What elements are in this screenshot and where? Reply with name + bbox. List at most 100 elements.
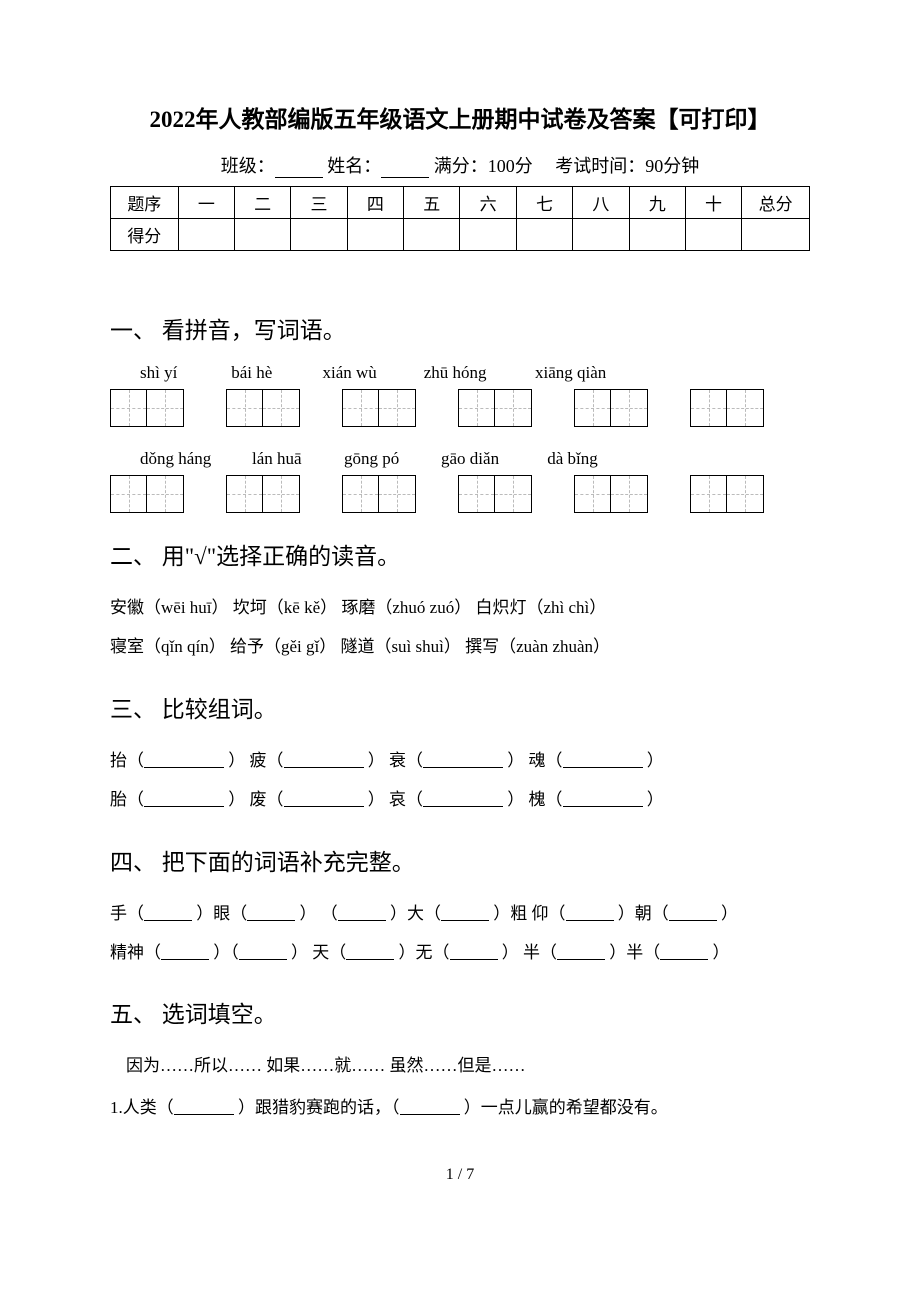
t: ）朝（ [618,904,669,923]
score-total-cell[interactable] [742,219,810,251]
fill-blank[interactable] [423,791,503,807]
doc-title: 2022年人教部编版五年级语文上册期中试卷及答案【可打印】 [110,100,810,134]
sec2-line1: 安徽（wēi huī） 坎坷（kē kě） 琢磨（zhuó zuó） 白炽灯（z… [110,589,810,626]
pinyin: xiāng qiàn [535,363,635,383]
score-cell[interactable] [404,219,460,251]
t: ） [647,790,664,809]
score-cell[interactable] [235,219,291,251]
tianzige[interactable] [690,389,764,427]
pinyin: dǒng háng [140,449,235,469]
t: ） 衰（ [368,751,423,770]
t: 抬（ [110,751,144,770]
fill-blank[interactable] [284,752,364,768]
tianzige[interactable] [574,389,648,427]
fill-blank[interactable] [161,944,209,960]
tianzige[interactable] [458,389,532,427]
t: ） [713,943,730,962]
fill-blank[interactable] [346,944,394,960]
sec4-line1: 手（ ）眼（ ） （ ）大（ ）粗 仰（ ）朝（ ） [110,895,810,932]
col-1: 一 [178,187,234,219]
fill-blank[interactable] [423,752,503,768]
pinyin-row-1: shì yí bái hè xián wù zhū hóng xiāng qià… [140,363,810,383]
pinyin: gāo diǎn [441,449,526,469]
score-cell[interactable] [291,219,347,251]
score-cell[interactable] [460,219,516,251]
sec5-q1: 1.人类（ ）跟猎豹赛跑的话，（ ）一点儿赢的希望都没有。 [110,1089,810,1126]
score-cell[interactable] [573,219,629,251]
pinyin: shì yí [140,363,210,383]
name-label: 姓名： [327,156,381,176]
pinyin: xián wù [323,363,403,383]
fill-blank[interactable] [566,905,614,921]
tianzige[interactable] [574,475,648,513]
t: 手（ [110,904,144,923]
fill-blank[interactable] [239,944,287,960]
fill-blank[interactable] [557,944,605,960]
tianzige[interactable] [690,475,764,513]
t: ） 槐（ [507,790,562,809]
pinyin: zhū hóng [424,363,514,383]
col-8: 八 [573,187,629,219]
fill-blank[interactable] [660,944,708,960]
t: ）跟猎豹赛跑的话，（ [238,1098,400,1117]
tianzige[interactable] [110,389,184,427]
fill-blank[interactable] [338,905,386,921]
t: ）无（ [399,943,450,962]
fill-blank[interactable] [247,905,295,921]
section-1-heading: 一、 看拼音，写词语。 [110,311,810,345]
tianzige[interactable] [226,389,300,427]
fill-blank[interactable] [400,1099,460,1115]
score-cell[interactable] [347,219,403,251]
pinyin: bái hè [231,363,301,383]
name-blank[interactable] [381,160,429,178]
score-cell[interactable] [516,219,572,251]
fill-blank[interactable] [441,905,489,921]
fill-blank[interactable] [284,791,364,807]
t: ）半（ [609,943,660,962]
t: ）眼（ [196,904,247,923]
t: ） 半（ [502,943,557,962]
t: ） [647,751,664,770]
time-label: 考试时间：90分钟 [555,156,699,176]
col-7: 七 [516,187,572,219]
tianzige[interactable] [342,475,416,513]
section-4-heading: 四、 把下面的词语补充完整。 [110,843,810,877]
tianzige[interactable] [458,475,532,513]
fill-blank[interactable] [563,752,643,768]
t: ） 疲（ [228,751,283,770]
page-number: 1 / 7 [110,1166,810,1184]
pinyin-row-2: dǒng háng lán huā gōng pó gāo diǎn dà bǐ… [140,449,810,469]
tianzige[interactable] [342,389,416,427]
tianzige[interactable] [110,475,184,513]
sec3-line1: 抬（ ） 疲（ ） 衰（ ） 魂（ ） [110,742,810,779]
row1-label: 题序 [111,187,179,219]
t: 精神（ [110,943,161,962]
sec5-options: 因为……所以…… 如果……就…… 虽然……但是…… [126,1047,810,1084]
section-3-heading: 三、 比较组词。 [110,690,810,724]
score-cell[interactable] [178,219,234,251]
fill-blank[interactable] [144,752,224,768]
class-blank[interactable] [275,160,323,178]
fill-blank[interactable] [174,1099,234,1115]
col-9: 九 [629,187,685,219]
fill-blank[interactable] [144,791,224,807]
fill-blank[interactable] [669,905,717,921]
t: ）大（ [390,904,441,923]
total-label: 总分 [742,187,810,219]
fill-blank[interactable] [450,944,498,960]
fill-blank[interactable] [144,905,192,921]
score-cell[interactable] [685,219,741,251]
col-4: 四 [347,187,403,219]
t: ） 哀（ [368,790,423,809]
tianzige[interactable] [226,475,300,513]
fullscore-label: 满分：100分 [434,156,533,176]
pinyin: lán huā [252,449,327,469]
col-6: 六 [460,187,516,219]
score-table: 题序 一 二 三 四 五 六 七 八 九 十 总分 得分 [110,186,810,251]
t: ）粗 仰（ [493,904,565,923]
t: 1.人类（ [110,1098,174,1117]
score-cell[interactable] [629,219,685,251]
t: 胎（ [110,790,144,809]
fill-blank[interactable] [563,791,643,807]
t: ） 天（ [291,943,346,962]
